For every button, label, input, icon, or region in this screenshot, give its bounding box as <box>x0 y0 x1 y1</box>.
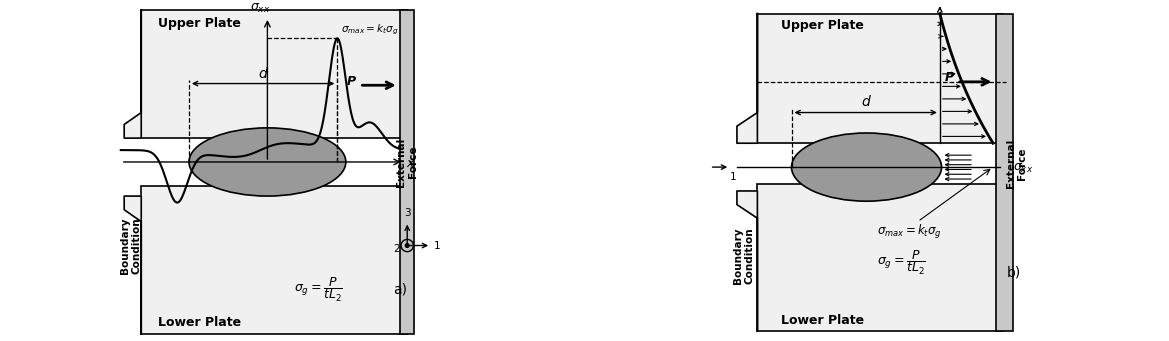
Text: d: d <box>258 67 268 81</box>
Ellipse shape <box>189 128 346 196</box>
Text: 1: 1 <box>434 240 441 251</box>
Text: d: d <box>862 95 870 109</box>
Bar <box>758 14 1003 143</box>
Text: P: P <box>945 71 954 84</box>
Text: Boundary
Condition: Boundary Condition <box>119 217 141 274</box>
Polygon shape <box>736 14 758 143</box>
Text: Lower Plate: Lower Plate <box>158 316 242 329</box>
Text: 1: 1 <box>731 172 736 182</box>
Text: Boundary
Condition: Boundary Condition <box>733 227 754 284</box>
Text: $\sigma_g = \dfrac{P}{tL_2}$: $\sigma_g = \dfrac{P}{tL_2}$ <box>877 249 926 277</box>
Text: Upper Plate: Upper Plate <box>158 17 241 30</box>
Bar <box>758 184 1003 331</box>
Text: Lower Plate: Lower Plate <box>781 314 864 327</box>
Bar <box>141 10 407 138</box>
Text: $\sigma_{xx}$: $\sigma_{xx}$ <box>250 2 271 15</box>
Circle shape <box>406 243 409 248</box>
Text: Upper Plate: Upper Plate <box>781 19 864 32</box>
Bar <box>996 14 1014 331</box>
Text: 2: 2 <box>393 244 400 254</box>
Text: x: x <box>407 157 414 170</box>
Bar <box>401 10 414 334</box>
Text: b): b) <box>1007 266 1021 280</box>
Text: a): a) <box>394 283 408 297</box>
Text: $\sigma_{xx}$: $\sigma_{xx}$ <box>1014 162 1033 175</box>
Polygon shape <box>124 196 141 334</box>
Polygon shape <box>124 10 141 138</box>
Text: 3: 3 <box>404 208 410 218</box>
Text: P: P <box>347 75 357 88</box>
Polygon shape <box>736 191 758 331</box>
Text: $\sigma_{max} = k_t\sigma_g$: $\sigma_{max} = k_t\sigma_g$ <box>877 223 942 241</box>
Ellipse shape <box>791 133 941 201</box>
Text: $\sigma_{max} = k_t\sigma_g$: $\sigma_{max} = k_t\sigma_g$ <box>341 22 399 36</box>
Text: External
Force: External Force <box>1005 139 1028 188</box>
Bar <box>141 186 407 334</box>
Text: $\sigma_g = \dfrac{P}{tL_2}$: $\sigma_g = \dfrac{P}{tL_2}$ <box>295 276 343 304</box>
Text: External
Force: External Force <box>396 137 419 187</box>
Text: Thickness: Thickness <box>912 0 967 2</box>
